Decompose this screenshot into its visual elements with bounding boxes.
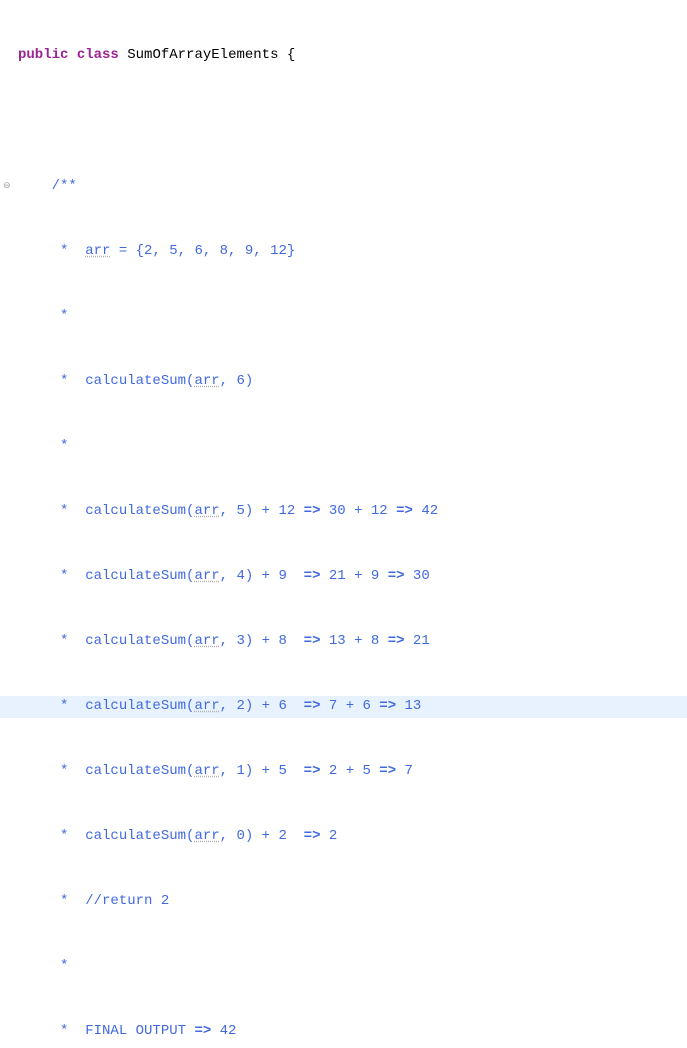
arrow-icon: => (304, 633, 321, 649)
javadoc-line-highlighted: * calculateSum(arr, 2) + 6 => 7 + 6 => 1… (0, 696, 687, 718)
comment-text: * calculateSum(arr, 3) + 8 => 13 + 8 => … (52, 633, 430, 649)
arrow-icon: => (388, 568, 405, 584)
javadoc-line: * FINAL OUTPUT => 42 (18, 1021, 687, 1043)
javadoc-line: * //return 2 (18, 891, 687, 913)
comment-text: * calculateSum(arr, 0) + 2 => 2 (52, 828, 338, 844)
comment-text: * calculateSum(arr, 4) + 9 => 21 + 9 => … (52, 568, 430, 584)
javadoc-line: * (18, 956, 687, 978)
javadoc-line: * calculateSum(arr, 5) + 12 => 30 + 12 =… (18, 501, 687, 523)
class-name: SumOfArrayElements (127, 47, 278, 63)
underlined-var: arr (194, 828, 219, 844)
arrow-icon: => (304, 763, 321, 779)
underlined-var: arr (194, 633, 219, 649)
underlined-var: arr (194, 568, 219, 584)
arrow-icon: => (304, 828, 321, 844)
code-line-blank (18, 110, 687, 132)
arrow-icon: => (304, 503, 321, 519)
underlined-var: arr (194, 698, 219, 714)
comment-text: * arr = {2, 5, 6, 8, 9, 12} (52, 243, 296, 259)
javadoc-line: * (18, 306, 687, 328)
comment-text: * //return 2 (52, 893, 170, 909)
arrow-icon: => (304, 568, 321, 584)
javadoc-line: * calculateSum(arr, 1) + 5 => 2 + 5 => 7 (18, 761, 687, 783)
javadoc-line: * arr = {2, 5, 6, 8, 9, 12} (18, 241, 687, 263)
arrow-icon: => (194, 1023, 211, 1039)
comment-text: * (52, 958, 69, 974)
javadoc-line: * calculateSum(arr, 4) + 9 => 21 + 9 => … (18, 566, 687, 588)
keyword-public: public (18, 47, 68, 63)
brace-open: { (287, 47, 295, 63)
javadoc-line: * calculateSum(arr, 0) + 2 => 2 (18, 826, 687, 848)
keyword-class: class (77, 47, 119, 63)
comment-text: * FINAL OUTPUT => 42 (52, 1023, 237, 1039)
comment-text: * calculateSum(arr, 1) + 5 => 2 + 5 => 7 (52, 763, 413, 779)
comment-text: * calculateSum(arr, 6) (52, 373, 254, 389)
underlined-var: arr (85, 243, 110, 259)
underlined-var: arr (194, 373, 219, 389)
javadoc-line: * (18, 436, 687, 458)
arrow-icon: => (379, 698, 396, 714)
javadoc-line: * calculateSum(arr, 6) (18, 371, 687, 393)
underlined-var: arr (194, 503, 219, 519)
arrow-icon: => (304, 698, 321, 714)
comment-text: * calculateSum(arr, 5) + 12 => 30 + 12 =… (52, 503, 439, 519)
comment-text: * (52, 438, 69, 454)
arrow-icon: => (379, 763, 396, 779)
comment-text: /** (52, 178, 77, 194)
arrow-icon: => (388, 633, 405, 649)
javadoc-line: * calculateSum(arr, 3) + 8 => 13 + 8 => … (18, 631, 687, 653)
fold-marker-icon[interactable]: ⊖ (3, 180, 11, 194)
comment-text: * (52, 308, 69, 324)
arrow-icon: => (396, 503, 413, 519)
comment-text: * calculateSum(arr, 2) + 6 => 7 + 6 => 1… (52, 698, 422, 714)
underlined-var: arr (194, 763, 219, 779)
code-line: public class SumOfArrayElements { (18, 45, 687, 67)
javadoc-open: ⊖ /** (18, 176, 687, 198)
code-editor: public class SumOfArrayElements { ⊖ /** … (0, 0, 687, 1048)
